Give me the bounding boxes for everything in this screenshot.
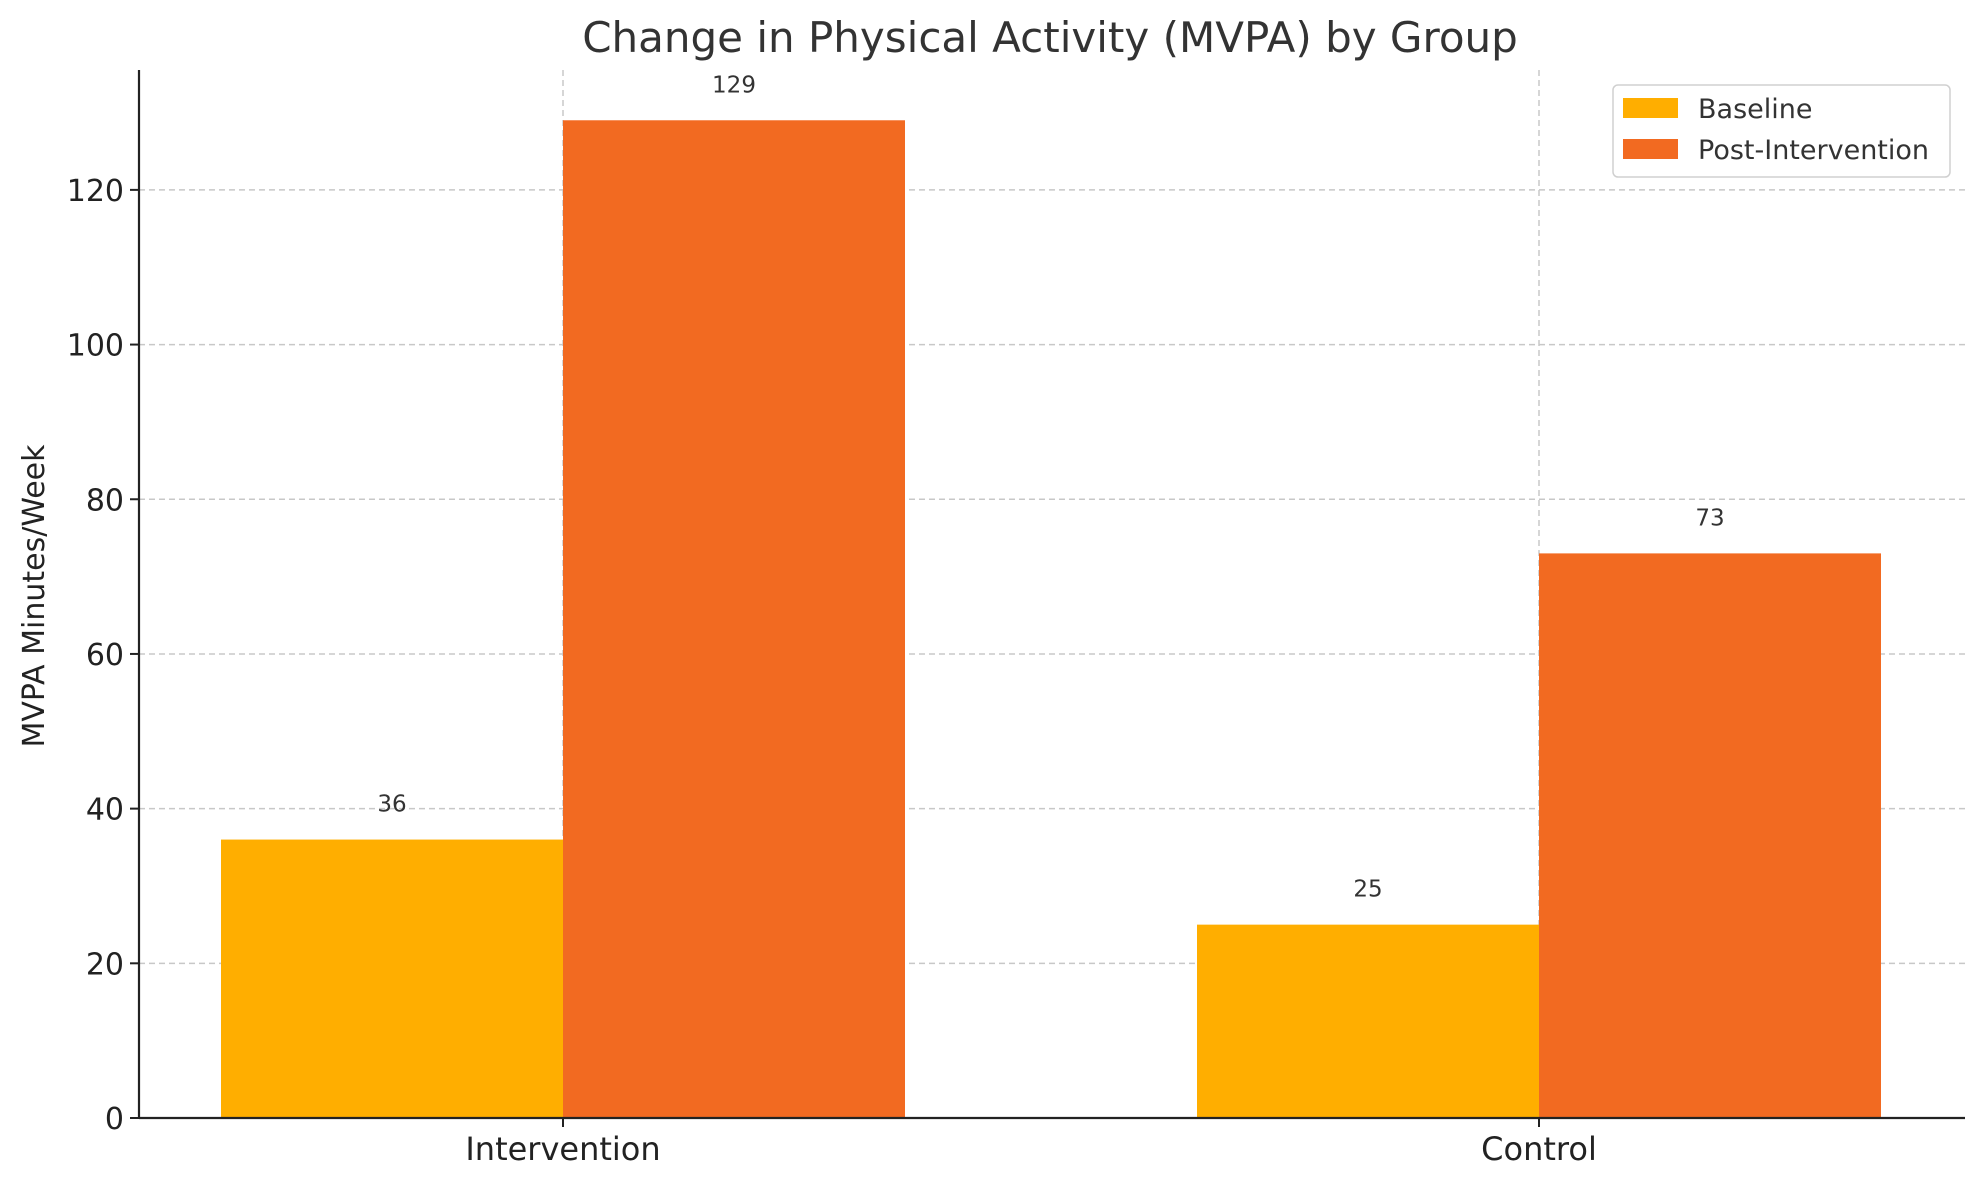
data-label: 129 [712, 72, 756, 98]
y-tick-label: 60 [86, 638, 124, 673]
data-labels: 36 25 129 73 [377, 72, 1724, 902]
x-tick-label: Control [1481, 1130, 1597, 1168]
legend: Baseline Post-Intervention [1612, 84, 1951, 178]
data-label: 73 [1695, 505, 1724, 531]
y-tick-label: 0 [105, 1102, 124, 1137]
legend-label: Post-Intervention [1698, 135, 1929, 166]
data-label: 36 [377, 792, 406, 818]
legend-frame [1612, 84, 1951, 178]
chart-title: Change in Physical Activity (MVPA) by Gr… [582, 13, 1518, 62]
y-tick-label: 120 [67, 174, 124, 209]
legend-swatch [1623, 98, 1678, 118]
bar-baseline-intervention [221, 839, 563, 1118]
y-tick-label: 40 [86, 793, 124, 828]
x-tick-label: Intervention [465, 1130, 660, 1168]
legend-swatch [1623, 139, 1678, 159]
data-label: 25 [1353, 877, 1382, 903]
ticks: 0 20 40 60 80 100 120 Intervention Control [67, 174, 1597, 1168]
legend-label: Baseline [1698, 94, 1812, 125]
bar-post-intervention-control [1539, 553, 1881, 1118]
y-tick-label: 20 [86, 947, 124, 982]
y-tick-label: 100 [67, 329, 124, 364]
bar-baseline-control [1197, 924, 1539, 1118]
bar-post-intervention-intervention [563, 120, 905, 1118]
axes [137, 70, 1965, 1120]
y-axis-label: MVPA Minutes/Week [17, 444, 52, 748]
bars [221, 120, 1881, 1118]
y-tick-label: 80 [86, 483, 124, 518]
